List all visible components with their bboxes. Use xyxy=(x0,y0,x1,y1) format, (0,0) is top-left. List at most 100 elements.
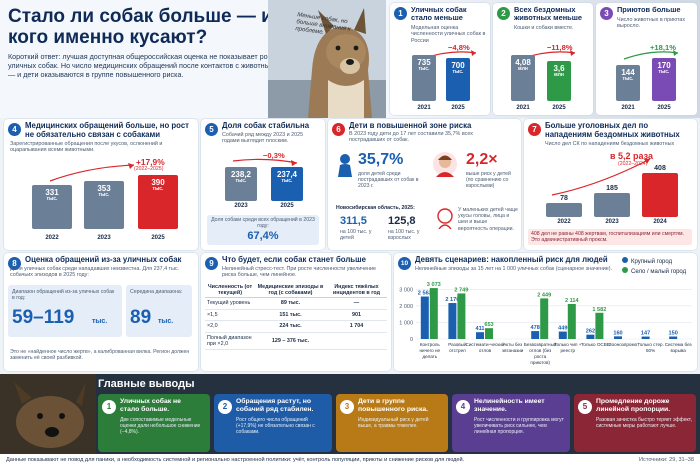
adults-rate-value: 125,8 xyxy=(388,215,416,227)
x-tick-label: ничего не xyxy=(420,348,441,353)
x-tick-label: взрыва xyxy=(671,348,687,353)
year-label: 2023 xyxy=(234,203,248,209)
conclusion-text: Две сопоставимые модельные оценки дали н… xyxy=(120,417,201,435)
table-header: Численность (от текущей) Медицинские эпи… xyxy=(205,283,387,298)
year-label: 2021 xyxy=(516,105,530,111)
card-subtitle: Число животных в приютах выросло. xyxy=(617,17,686,30)
bar-value-label: 262 xyxy=(586,329,595,335)
scenario-bar xyxy=(567,303,576,339)
card-subtitle: В 2023 году дети до 17 лет составили 35,… xyxy=(349,131,473,144)
range-value: 59–119 xyxy=(12,307,75,328)
scenario-bar xyxy=(595,312,604,339)
x-tick-label: Только ОСВВ xyxy=(581,342,610,347)
legend-swatch xyxy=(622,267,628,273)
scenario-chart: 0 1 000 2 000 3 000 2 563 3 073 Контрольничего… xyxy=(399,282,692,365)
card-title: Больше уголовных дел по нападениям бездо… xyxy=(545,121,680,139)
year-label: 2023 xyxy=(605,219,619,225)
header: Стало ли собак больше — и кого именно ку… xyxy=(0,0,700,118)
bar-2022: 331 тыс. xyxy=(32,185,72,229)
scenario-bar xyxy=(429,288,438,339)
scenario-bar xyxy=(540,298,549,339)
bottom-bar: Данные показывают не повод для паники, а… xyxy=(0,454,700,467)
card-subtitle: Нелинейный стресс-тест. При росте числен… xyxy=(222,266,377,279)
x-tick-label: отлов xyxy=(479,348,492,353)
sources: Источники: 29, 31–38 xyxy=(639,457,694,463)
card-subtitle: Модельная оценка численности уличных соб… xyxy=(411,25,486,44)
column-header: Медицинские эпизоды в год (с собаками) xyxy=(255,283,326,298)
cases-note: 408 дел не равны 408 жертвам, госпитализ… xyxy=(528,229,692,246)
x-tick-label: отстрел xyxy=(449,348,466,353)
table-row: ×1,5 151 тыс. 901 xyxy=(205,309,387,322)
table-cell: Текущий уровень xyxy=(205,297,255,310)
risk-multiplier-value: 2,2× xyxy=(466,151,498,168)
legend: Крупный город Село / малый город xyxy=(622,257,696,277)
card-number: 8 xyxy=(8,257,21,270)
bar-2025: 390 тыс. xyxy=(138,175,178,229)
scenario-bar xyxy=(669,336,678,339)
scenario-bar xyxy=(420,296,429,339)
x-tick-label: Разовый xyxy=(448,341,467,347)
bar-2023 xyxy=(594,193,630,217)
year-label: 2024 xyxy=(653,219,667,225)
card-title: Уличных собак стало меньше xyxy=(411,5,467,22)
conclusion-5: 5 Промедление дороже линейной пропорции.… xyxy=(574,394,696,452)
conclusion-number: 2 xyxy=(218,400,232,414)
head-injury-note: У маленьких детей чаще укусы головы, лиц… xyxy=(458,207,518,232)
table-cell: 224 тыс. xyxy=(255,320,326,333)
year-label: 2025 xyxy=(280,203,294,209)
card-subtitle: Кошки и собаки вместе. xyxy=(514,25,574,31)
table-cell: 901 xyxy=(325,309,387,322)
mid-value: 89 xyxy=(130,307,152,328)
scenario-bar xyxy=(448,303,457,339)
range-box: Диапазон обращений из-за уличных собак в… xyxy=(8,285,122,337)
card-shelters: 3 Приютов больше Число животных в приюта… xyxy=(596,3,697,115)
x-tick-label: Только стер. xyxy=(637,342,664,347)
card-title: Дети в повышенной зоне риска xyxy=(349,121,472,130)
delta-label: +17,9% xyxy=(136,157,165,167)
scenario-bar xyxy=(457,293,466,339)
bar-value-label: 411 xyxy=(475,326,484,332)
table-cell: 151 тыс. xyxy=(255,309,326,322)
card-title: Всех бездомных животных меньше xyxy=(514,5,582,22)
card-number: 9 xyxy=(205,257,218,270)
conclusion-3: 3 Дети в группе повышенного риска. Индив… xyxy=(336,394,448,452)
conclusion-number: 3 xyxy=(340,400,354,414)
range-label: Диапазон обращений из-за уличных собак в… xyxy=(12,289,115,302)
conclusion-text: Рост численности и группировка могут уве… xyxy=(474,417,564,435)
y-tick-label: 1 000 xyxy=(399,320,413,326)
share-label: Доля собаки среди всех обращений в 2023 … xyxy=(211,217,315,230)
year-label: 2023 xyxy=(97,235,111,241)
column-header: Индекс тяжёлых инцидентов в год xyxy=(325,283,387,298)
y-tick-label: 2 000 xyxy=(399,304,413,310)
column-header: Численность (от текущей) xyxy=(205,283,255,298)
delta-period: (2022–2025) xyxy=(134,166,164,172)
card-title: Доля собак стабильна xyxy=(222,121,310,130)
bar-2024 xyxy=(642,173,678,217)
year-label: 2022 xyxy=(557,219,571,225)
delta-period: (2022–2024) xyxy=(618,161,648,167)
region-title: Новосибирская область, 2025: xyxy=(336,205,415,211)
legend-item-village: Село / малый город xyxy=(622,267,696,277)
bar-value-label: 185 xyxy=(606,185,618,192)
card-number: 2 xyxy=(497,7,510,20)
year-label: 2021 xyxy=(621,105,635,111)
card-stress-test: 9 Что будет, если собак станет больше Не… xyxy=(201,253,391,371)
bar-2021: 4,08 млн xyxy=(511,55,535,101)
legend-item-city: Крупный город xyxy=(622,257,696,267)
bar-2025: 237,4 тыс. xyxy=(271,167,303,201)
card-subtitle: Доля уличных собак среди нападавших неиз… xyxy=(10,266,180,279)
x-tick-label: делать xyxy=(422,354,437,359)
year-label: 2021 xyxy=(417,105,431,111)
kids-rate-label: на 100 тыс. у детей xyxy=(340,229,372,242)
bar-value-label: 408 xyxy=(654,165,666,172)
card-medical-appeals: 4 Медицинских обращений больше, но рост … xyxy=(4,119,198,250)
bar-value-label: 2 563 xyxy=(418,291,432,297)
table-row: Текущий уровень 89 тыс. — xyxy=(205,297,387,310)
year-label: 2025 xyxy=(151,235,165,241)
share-value: 67,4% xyxy=(247,230,279,242)
y-tick-label: 0 xyxy=(410,337,413,343)
estimate-note: Это не «найденное число жертв», а калибр… xyxy=(10,349,190,362)
conclusion-number: 5 xyxy=(578,400,592,414)
scenario-bar xyxy=(476,332,484,339)
year-label: 2025 xyxy=(552,105,566,111)
